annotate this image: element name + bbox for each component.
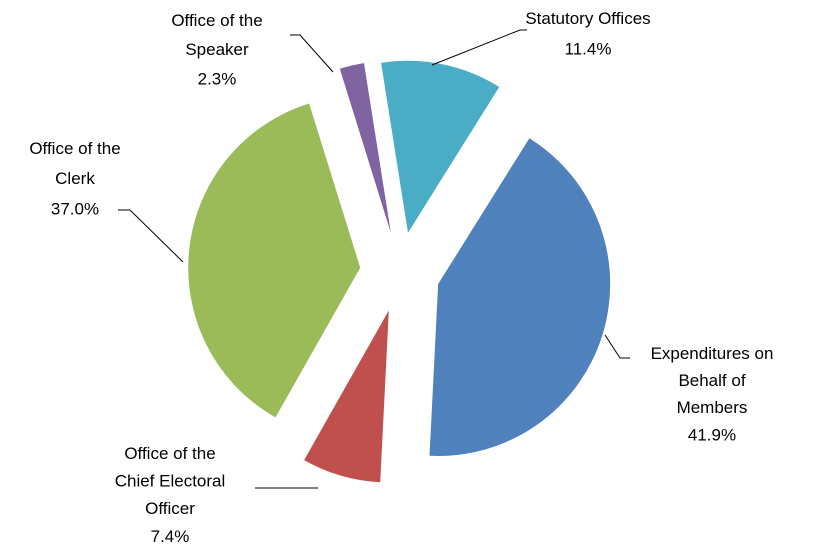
slice-value-label: 11.4% bbox=[565, 39, 612, 58]
slice-label: Office of the Chief Electoral Officer bbox=[115, 444, 226, 518]
slice-value-label: 41.9% bbox=[688, 425, 736, 444]
pie-slice bbox=[304, 310, 389, 483]
slice-label: Office of the Clerk bbox=[29, 139, 120, 188]
slice-value-label: 7.4% bbox=[151, 527, 190, 546]
slice-value-label: 37.0% bbox=[51, 199, 99, 218]
leader-line bbox=[431, 29, 527, 66]
slice-label: Office of the Speaker bbox=[171, 11, 262, 59]
pie-slice bbox=[381, 60, 500, 233]
slice-label: Expenditures on Behalf of Members bbox=[651, 344, 774, 417]
slice-value-label: 2.3% bbox=[198, 69, 237, 88]
pie-slice bbox=[429, 138, 611, 457]
slice-label: Statutory Offices bbox=[525, 9, 650, 28]
pie-slice bbox=[339, 63, 391, 234]
leader-line bbox=[118, 209, 184, 263]
leader-line bbox=[290, 34, 334, 73]
pie-slice bbox=[188, 103, 361, 418]
leader-line bbox=[604, 334, 630, 359]
